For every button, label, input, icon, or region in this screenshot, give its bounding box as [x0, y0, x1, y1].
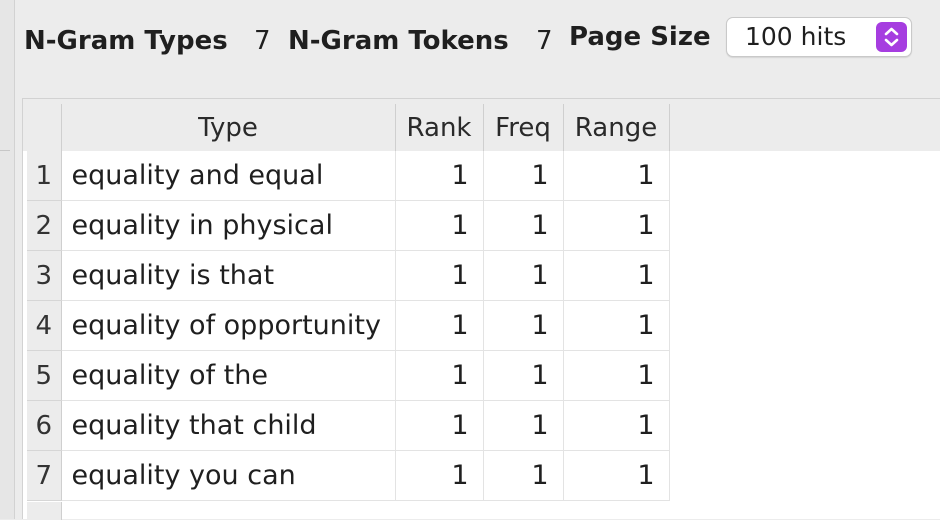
cell-rank[interactable]: 1: [395, 200, 484, 251]
cell-rank[interactable]: 1: [395, 151, 484, 201]
table-row[interactable]: 7 equality you can 1 1 1: [27, 450, 670, 501]
table-row[interactable]: 2 equality in physical 1 1 1: [27, 200, 670, 251]
ngram-types-value: 7: [254, 26, 271, 56]
cell-rank[interactable]: 1: [395, 450, 484, 501]
cell-rank[interactable]: 1: [395, 350, 484, 401]
cell-range[interactable]: 1: [563, 400, 670, 451]
table-row[interactable]: 1 equality and equal 1 1 1: [27, 151, 670, 201]
ngram-tokens-value: 7: [536, 26, 553, 56]
row-number: 2: [27, 200, 62, 251]
table-row[interactable]: 6 equality that child 1 1 1: [27, 400, 670, 451]
cell-freq[interactable]: 1: [483, 250, 564, 301]
cell-freq[interactable]: 1: [483, 200, 564, 251]
cell-rank[interactable]: 1: [395, 250, 484, 301]
row-number: 7: [27, 450, 62, 501]
table-row[interactable]: 5 equality of the 1 1 1: [27, 350, 670, 401]
column-header-type[interactable]: Type: [60, 104, 396, 151]
left-panel-edge: [0, 0, 15, 519]
left-panel-divider: [0, 150, 10, 151]
cell-range[interactable]: 1: [563, 350, 670, 401]
row-number-header: [27, 104, 62, 151]
chevron-up-down-icon: [876, 22, 907, 52]
cell-freq[interactable]: 1: [483, 350, 564, 401]
table-row[interactable]: 4 equality of opportunity 1 1 1: [27, 300, 670, 351]
row-number: 4: [27, 300, 62, 351]
cell-range[interactable]: 1: [563, 200, 670, 251]
cell-type[interactable]: equality and equal: [61, 151, 396, 201]
cell-freq[interactable]: 1: [483, 151, 564, 201]
ngram-types-label: N-Gram Types: [24, 26, 228, 56]
cell-type[interactable]: equality that child: [61, 400, 396, 451]
ngram-tokens-label: N-Gram Tokens: [288, 26, 509, 56]
cell-range[interactable]: 1: [563, 250, 670, 301]
row-number: 1: [27, 151, 62, 201]
page-size-label: Page Size: [569, 22, 711, 52]
cell-freq[interactable]: 1: [483, 450, 564, 501]
cell-range[interactable]: 1: [563, 151, 670, 201]
cell-type[interactable]: equality of opportunity: [61, 300, 396, 351]
page-size-select[interactable]: 100 hits: [726, 17, 912, 57]
column-header-rank[interactable]: Rank: [394, 104, 484, 151]
table-row[interactable]: 3 equality is that 1 1 1: [27, 250, 670, 301]
cell-type[interactable]: equality of the: [61, 350, 396, 401]
cell-type[interactable]: equality is that: [61, 250, 396, 301]
cell-type[interactable]: equality in physical: [61, 200, 396, 251]
row-number: 5: [27, 350, 62, 401]
row-number: 3: [27, 250, 62, 301]
cell-freq[interactable]: 1: [483, 300, 564, 351]
page-size-selected-value: 100 hits: [745, 22, 847, 51]
row-number-gutter-remainder: [27, 502, 62, 520]
column-header-freq[interactable]: Freq: [482, 104, 564, 151]
cell-rank[interactable]: 1: [395, 300, 484, 351]
row-number: 6: [27, 400, 62, 451]
cell-range[interactable]: 1: [563, 450, 670, 501]
cell-rank[interactable]: 1: [395, 400, 484, 451]
cell-freq[interactable]: 1: [483, 400, 564, 451]
column-header-range[interactable]: Range: [562, 104, 670, 151]
ngram-results-table-area: Type Rank Freq Range 1 equality and equa…: [22, 98, 940, 520]
cell-type[interactable]: equality you can: [61, 450, 396, 501]
results-toolbar: N-Gram Types 7 N-Gram Tokens 7 Page Size…: [0, 0, 940, 82]
table-header-row: Type Rank Freq Range: [27, 104, 670, 151]
cell-range[interactable]: 1: [563, 300, 670, 351]
ngram-results-table: Type Rank Freq Range 1 equality and equa…: [27, 104, 670, 501]
